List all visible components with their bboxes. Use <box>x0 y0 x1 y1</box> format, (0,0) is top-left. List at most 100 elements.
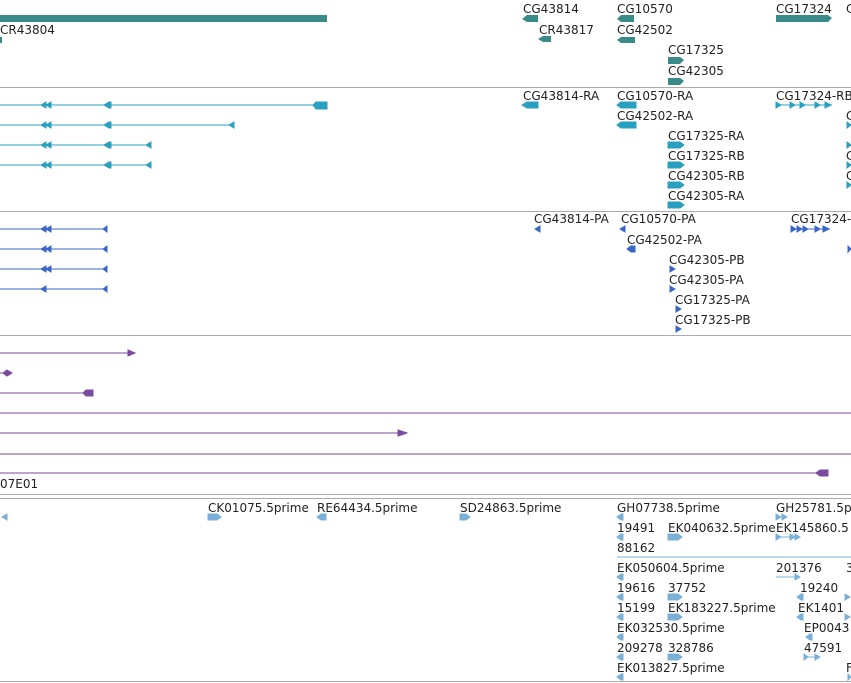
transcript-label[interactable]: CG42502-RA <box>617 109 694 123</box>
transcript-arrow <box>667 141 685 149</box>
protein-arrow <box>626 245 636 253</box>
cdna-label[interactable]: 07E01 <box>0 477 39 491</box>
transcript-marker <box>846 121 851 129</box>
transcript-marker <box>846 141 851 149</box>
transcript-label[interactable]: CG17325-RA <box>668 129 745 143</box>
transcript-exon <box>312 101 328 110</box>
est-label[interactable]: EP0043 <box>804 621 850 635</box>
transcript-marker <box>799 101 806 109</box>
transcript-label[interactable]: C <box>846 149 851 163</box>
gene-label[interactable]: CG10570 <box>617 2 673 16</box>
est-label[interactable]: EK050604.5prime <box>617 561 725 575</box>
transcript-label[interactable]: CG10570-RA <box>617 89 694 103</box>
transcript-marker <box>814 101 821 109</box>
transcript-label[interactable]: CG43814-RA <box>523 89 600 103</box>
gene-arrow-cg17325 <box>668 57 684 64</box>
gene-label[interactable]: CR43817 <box>539 23 594 37</box>
transcript-arrow <box>616 101 637 109</box>
transcript-marker <box>846 161 851 169</box>
protein-features <box>0 225 851 333</box>
transcript-arrow <box>667 201 685 209</box>
transcript-marker <box>789 101 796 109</box>
transcript-label[interactable]: CG17325-RB <box>668 149 745 163</box>
track-separator <box>0 87 851 88</box>
est-label[interactable]: 37752 <box>668 581 707 595</box>
gene-arrow-cg17324 <box>776 15 832 22</box>
gene-arrow-cr43817 <box>538 36 551 42</box>
transcript-arrow <box>667 181 685 189</box>
track-separator <box>0 498 851 499</box>
protein-label[interactable]: CG17324- <box>791 212 851 226</box>
protein-label[interactable]: CG17325-PA <box>675 293 750 307</box>
transcript-marker <box>103 141 112 149</box>
gene-left-stub <box>0 37 2 43</box>
cdna-features <box>0 349 851 477</box>
gene-label[interactable]: C <box>846 2 851 16</box>
transcript-features <box>0 101 851 209</box>
transcript-arrow <box>521 101 539 109</box>
transcript-label[interactable]: C <box>846 169 851 183</box>
est-label[interactable]: GH07738.5prime <box>617 501 720 515</box>
gene-arrow-cg10570 <box>617 15 634 22</box>
transcript-marker <box>228 121 235 129</box>
est-label[interactable]: EK1401 <box>798 601 844 615</box>
gene-arrow-cg42305 <box>668 78 684 85</box>
transcript-label[interactable]: CG42305-RA <box>668 189 745 203</box>
protein-label[interactable]: CG42305-PB <box>669 253 745 267</box>
est-label[interactable]: EK040632.5prime <box>668 521 776 535</box>
est-label[interactable]: 19616 <box>617 581 656 595</box>
transcript-marker <box>103 121 112 129</box>
protein-label[interactable]: CG43814-PA <box>534 212 609 226</box>
protein-arrow <box>675 305 682 313</box>
protein-label[interactable]: CG17325-PB <box>675 313 751 327</box>
track-separator <box>0 494 851 495</box>
est-label[interactable]: 201376 <box>776 561 822 575</box>
transcript-marker <box>103 161 112 169</box>
gene-label[interactable]: CG17325 <box>668 43 724 57</box>
gene-label[interactable]: CR43804 <box>0 23 55 37</box>
est-label[interactable]: 19491 <box>617 521 656 535</box>
est-features <box>1 513 851 682</box>
transcript-label[interactable]: CG17324-RB <box>776 89 851 103</box>
transcript-marker <box>145 161 152 169</box>
protein-label[interactable]: CG42305-PA <box>669 273 744 287</box>
est-label[interactable]: 209278 <box>617 641 663 655</box>
track-separator <box>0 681 851 682</box>
est-label[interactable]: 47591 <box>804 641 843 655</box>
protein-label[interactable]: CG10570-PA <box>621 212 696 226</box>
gene-label[interactable]: CG42305 <box>668 64 724 78</box>
transcript-label[interactable]: CG42305-RB <box>668 169 745 183</box>
gene-label[interactable]: CG42502 <box>617 23 673 37</box>
est-label[interactable]: 3 <box>846 561 851 575</box>
transcript-marker <box>775 101 782 109</box>
est-label[interactable]: CK01075.5prime <box>208 501 309 515</box>
transcript-marker <box>103 101 112 109</box>
transcript-arrow <box>667 161 685 169</box>
est-label[interactable]: EK145860.5 <box>776 521 849 535</box>
est-label[interactable]: RE64434.5prime <box>317 501 418 515</box>
gene-label[interactable]: CG17324 <box>776 2 832 16</box>
transcript-marker <box>45 101 52 109</box>
protein-arrow <box>669 285 676 293</box>
track-separator <box>0 211 851 212</box>
est-label[interactable]: 19240 <box>800 581 839 595</box>
gene-label[interactable]: CG43814 <box>523 2 579 16</box>
transcript-marker <box>45 161 52 169</box>
protein-label[interactable]: CG42502-PA <box>627 233 702 247</box>
est-label[interactable]: 328786 <box>668 641 714 655</box>
est-label[interactable]: 88162 <box>617 541 656 555</box>
transcript-marker <box>846 181 851 189</box>
gene-arrow-cg42502 <box>617 37 635 43</box>
est-label[interactable]: EK183227.5prime <box>668 601 776 615</box>
protein-arrow <box>619 225 626 233</box>
est-label[interactable]: EK013827.5prime <box>617 661 725 675</box>
est-label[interactable]: EK032530.5prime <box>617 621 725 635</box>
protein-arrow <box>669 265 676 273</box>
est-label[interactable]: GH25781.5p <box>776 501 851 515</box>
gene-bar-cr43804 <box>0 15 327 22</box>
transcript-label[interactable]: C <box>846 109 851 123</box>
est-label[interactable]: 15199 <box>617 601 656 615</box>
est-label[interactable]: F <box>846 661 851 675</box>
est-label[interactable]: SD24863.5prime <box>460 501 562 515</box>
transcript-marker <box>45 141 52 149</box>
